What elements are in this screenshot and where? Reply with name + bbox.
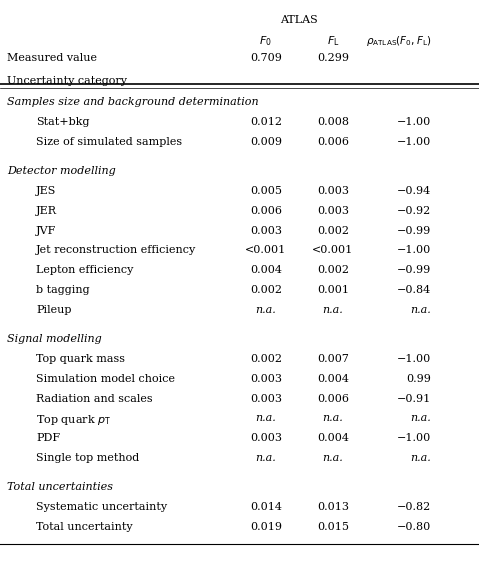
Text: Total uncertainty: Total uncertainty (36, 522, 133, 532)
Text: 0.002: 0.002 (250, 285, 282, 295)
Text: −1.00: −1.00 (397, 245, 431, 256)
Text: PDF: PDF (36, 433, 60, 443)
Text: −0.99: −0.99 (397, 225, 431, 236)
Text: 0.004: 0.004 (317, 374, 349, 383)
Text: −0.82: −0.82 (397, 502, 431, 512)
Text: 0.003: 0.003 (250, 374, 282, 383)
Text: −0.91: −0.91 (397, 393, 431, 404)
Text: −1.00: −1.00 (397, 354, 431, 364)
Text: −0.99: −0.99 (397, 265, 431, 275)
Text: 0.019: 0.019 (250, 522, 282, 532)
Text: n.a.: n.a. (255, 304, 276, 315)
Text: −1.00: −1.00 (397, 433, 431, 443)
Text: Jet reconstruction efficiency: Jet reconstruction efficiency (36, 245, 196, 256)
Text: Top quark mass: Top quark mass (36, 354, 125, 364)
Text: 0.006: 0.006 (250, 206, 282, 216)
Text: n.a.: n.a. (255, 413, 276, 424)
Text: Total uncertainties: Total uncertainties (7, 482, 113, 492)
Text: 0.007: 0.007 (317, 354, 349, 364)
Text: 0.008: 0.008 (317, 117, 349, 127)
Text: 0.009: 0.009 (250, 137, 282, 147)
Text: Samples size and background determination: Samples size and background determinatio… (7, 97, 259, 107)
Text: −0.84: −0.84 (397, 285, 431, 295)
Text: Stat+bkg: Stat+bkg (36, 117, 90, 127)
Text: n.a.: n.a. (411, 413, 431, 424)
Text: 0.003: 0.003 (317, 206, 349, 216)
Text: <0.001: <0.001 (312, 245, 354, 256)
Text: Single top method: Single top method (36, 453, 139, 463)
Text: $F_0$: $F_0$ (260, 34, 272, 48)
Text: 0.005: 0.005 (250, 186, 282, 196)
Text: 0.001: 0.001 (317, 285, 349, 295)
Text: n.a.: n.a. (411, 304, 431, 315)
Text: Signal modelling: Signal modelling (7, 334, 102, 344)
Text: Pileup: Pileup (36, 304, 71, 315)
Text: −0.80: −0.80 (397, 522, 431, 532)
Text: n.a.: n.a. (411, 453, 431, 463)
Text: $F_{\rm L}$: $F_{\rm L}$ (327, 34, 339, 48)
Text: <0.001: <0.001 (245, 245, 286, 256)
Text: 0.002: 0.002 (317, 225, 349, 236)
Text: Lepton efficiency: Lepton efficiency (36, 265, 133, 275)
Text: ATLAS: ATLAS (281, 15, 318, 24)
Text: 0.013: 0.013 (317, 502, 349, 512)
Text: b tagging: b tagging (36, 285, 90, 295)
Text: 0.004: 0.004 (317, 433, 349, 443)
Text: −0.92: −0.92 (397, 206, 431, 216)
Text: 0.003: 0.003 (250, 433, 282, 443)
Text: 0.006: 0.006 (317, 393, 349, 404)
Text: 0.003: 0.003 (317, 186, 349, 196)
Text: Detector modelling: Detector modelling (7, 166, 116, 176)
Text: n.a.: n.a. (322, 453, 343, 463)
Text: Measured value: Measured value (7, 53, 97, 63)
Text: 0.003: 0.003 (250, 393, 282, 404)
Text: −1.00: −1.00 (397, 137, 431, 147)
Text: 0.006: 0.006 (317, 137, 349, 147)
Text: Uncertainty category: Uncertainty category (7, 76, 127, 86)
Text: n.a.: n.a. (255, 453, 276, 463)
Text: −1.00: −1.00 (397, 117, 431, 127)
Text: JVF: JVF (36, 225, 57, 236)
Text: 0.299: 0.299 (317, 53, 349, 63)
Text: 0.014: 0.014 (250, 502, 282, 512)
Text: Simulation model choice: Simulation model choice (36, 374, 175, 383)
Text: JES: JES (36, 186, 57, 196)
Text: Radiation and scales: Radiation and scales (36, 393, 152, 404)
Text: Size of simulated samples: Size of simulated samples (36, 137, 182, 147)
Text: $\rho_{\rm ATLAS}(F_0,F_{\rm L})$: $\rho_{\rm ATLAS}(F_0,F_{\rm L})$ (365, 34, 431, 48)
Text: 0.015: 0.015 (317, 522, 349, 532)
Text: 0.99: 0.99 (406, 374, 431, 383)
Text: Systematic uncertainty: Systematic uncertainty (36, 502, 167, 512)
Text: 0.003: 0.003 (250, 225, 282, 236)
Text: 0.012: 0.012 (250, 117, 282, 127)
Text: Top quark $p_{\mathrm{T}}$: Top quark $p_{\mathrm{T}}$ (36, 413, 111, 427)
Text: JER: JER (36, 206, 57, 216)
Text: −0.94: −0.94 (397, 186, 431, 196)
Text: 0.004: 0.004 (250, 265, 282, 275)
Text: n.a.: n.a. (322, 413, 343, 424)
Text: 0.002: 0.002 (317, 265, 349, 275)
Text: 0.002: 0.002 (250, 354, 282, 364)
Text: n.a.: n.a. (322, 304, 343, 315)
Text: 0.709: 0.709 (250, 53, 282, 63)
